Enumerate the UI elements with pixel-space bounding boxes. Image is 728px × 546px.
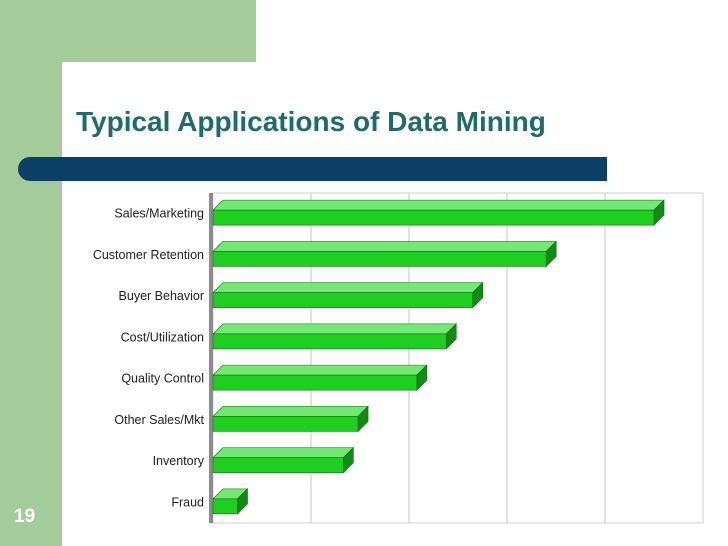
bar xyxy=(212,446,355,474)
bar xyxy=(212,364,428,391)
bar-top-face xyxy=(212,406,369,417)
category-label: Inventory xyxy=(153,454,205,468)
category-label: Quality Control xyxy=(121,372,204,386)
bar-top-face xyxy=(212,323,457,335)
bar xyxy=(212,240,557,268)
bar-front-face xyxy=(212,374,418,391)
bar xyxy=(212,199,665,226)
bar-front-face xyxy=(212,416,359,432)
bar-front-face xyxy=(212,292,474,308)
title-rule-bar xyxy=(18,157,607,181)
bar-front-face xyxy=(212,457,344,473)
category-label: Cost/Utilization xyxy=(121,330,204,344)
bar-front-face xyxy=(212,209,655,226)
category-label: Fraud xyxy=(171,495,204,509)
bar xyxy=(212,323,457,350)
bar-front-face xyxy=(212,251,547,267)
bar-front-face xyxy=(212,498,238,515)
chart-category-labels: Sales/Marketing Customer Retention Buyer B… xyxy=(93,207,205,510)
bar-chart: Sales/Marketing Customer Retention Buyer B… xyxy=(93,192,704,524)
category-label: Customer Retention xyxy=(93,248,204,262)
axis-wall xyxy=(209,193,213,523)
category-label: Buyer Behavior xyxy=(119,289,204,303)
green-top-panel xyxy=(0,0,256,62)
page-number: 19 xyxy=(14,506,36,527)
bar xyxy=(212,281,484,309)
bar xyxy=(212,488,249,515)
bar-top-face xyxy=(212,364,428,376)
bar-top-face xyxy=(212,447,355,458)
green-side-panel xyxy=(0,0,62,546)
bar-top-face xyxy=(212,282,484,293)
category-label: Other Sales/Mkt xyxy=(114,413,204,427)
category-label: Sales/Marketing xyxy=(114,207,204,221)
slide-title: Typical Applications of Data Mining xyxy=(76,106,546,137)
bar-top-face xyxy=(212,241,557,252)
bar-front-face xyxy=(212,333,447,350)
bar xyxy=(212,405,369,433)
bar-top-face xyxy=(212,199,665,211)
chart-bars xyxy=(212,199,665,515)
